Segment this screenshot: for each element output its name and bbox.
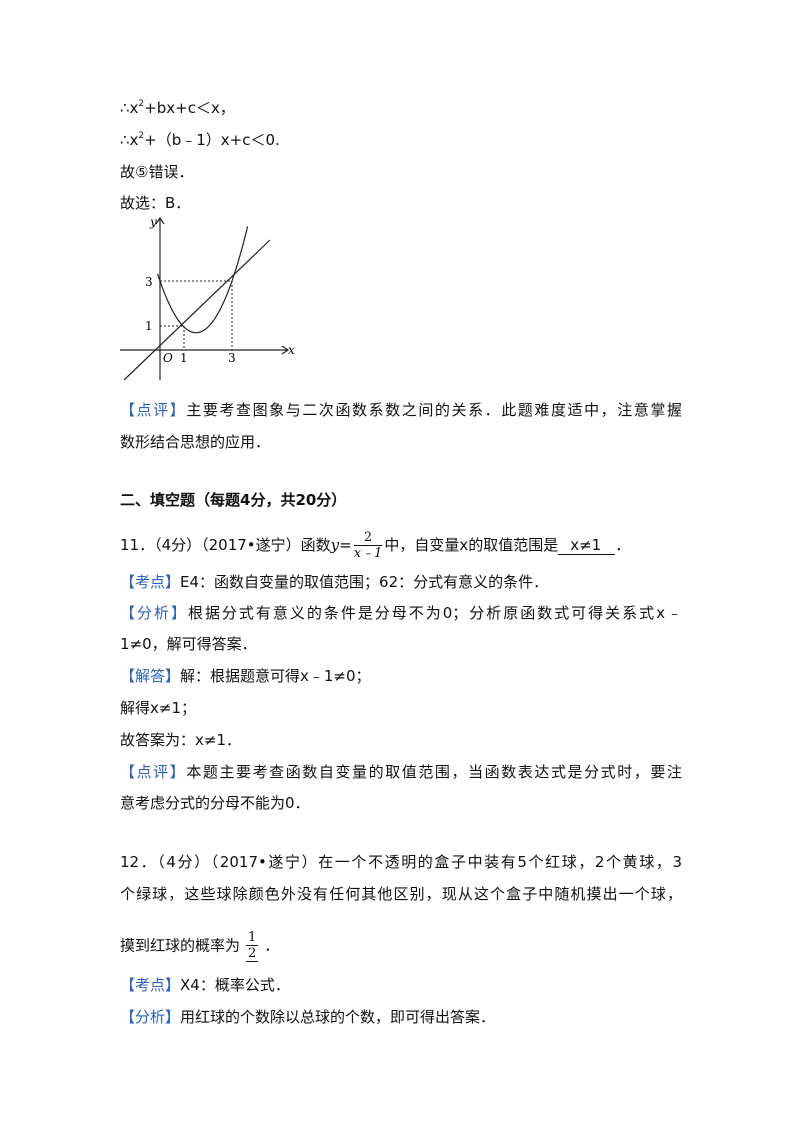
text-line: ∴x2+bx+c＜x， [120, 98, 235, 118]
text: ∴x [120, 131, 139, 149]
tick-label: 3 [228, 351, 236, 365]
text-line: 【分析】根据分式有意义的条件是分母不为0；分析原函数式可得关系式x﹣ [120, 603, 682, 623]
axis-label: y [149, 215, 157, 229]
superscript: 2 [138, 131, 145, 141]
text: E4：函数自变量的取值范围；62：分式有意义的条件． [180, 573, 549, 591]
text: +bx+c＜x， [144, 99, 235, 117]
answer-blank: x≠1 [558, 537, 616, 555]
text-line: 12．（4分）（2017•遂宁）在一个不透明的盒子中装有5个红球，2个黄球，3 [120, 853, 682, 871]
text: ∴x [120, 99, 139, 117]
text: 主要考查图象与二次函数系数之间的关系．此题难度适中，注意掌握 [186, 401, 682, 419]
tag: 【分析】 [120, 1008, 181, 1026]
question: 11．（4分）（2017•遂宁）函数y= 2 x﹣1 中，自变量x的取值范围是 x≠1 ． [120, 530, 630, 561]
math: = [339, 536, 352, 554]
text: +（b﹣1）x+c＜0. [144, 131, 280, 149]
text: 根据分式有意义的条件是分母不为0；分析原函数式可得关系式x﹣ [187, 604, 682, 622]
tick-label: 1 [180, 351, 188, 365]
numerator: 1 [246, 930, 259, 946]
graph-figure: y x 3 1 O 1 3 [120, 215, 295, 381]
text: 摸到红球的概率为 [120, 936, 241, 955]
numerator: 2 [353, 530, 383, 546]
text-line: 【点评】本题主要考查函数自变量的取值范围，当函数表达式是分式时，要注 [120, 762, 682, 782]
text: X4：概率公式． [180, 976, 290, 994]
text: ． [615, 536, 631, 554]
text: 用红球的个数除以总球的个数，即可得出答案． [180, 1008, 496, 1026]
text: 中，自变量x的取值范围是 [384, 536, 559, 554]
text-line: 【考点】X4：概率公式． [120, 975, 290, 995]
text: ． [264, 936, 280, 955]
text-line: ∴x2+（b﹣1）x+c＜0. [120, 130, 280, 150]
arrow [155, 216, 165, 225]
section-heading: 二、填空题（每题4分，共20分） [120, 491, 347, 509]
text-line: 故答案为：x≠1． [120, 731, 241, 749]
text-line: 故选：B． [120, 194, 191, 212]
origin-label: O [163, 351, 173, 365]
tick-label: 1 [145, 319, 153, 333]
text-line: 【分析】用红球的个数除以总球的个数，即可得出答案． [120, 1007, 495, 1027]
text-line: 数形结合思想的应用． [120, 433, 271, 451]
line-graph [123, 239, 271, 381]
denominator: x﹣1 [353, 546, 383, 561]
tick-label: 3 [145, 275, 153, 289]
tag: 【点评】 [120, 763, 187, 781]
text-line: 摸到红球的概率为 1 2 ． [120, 930, 279, 962]
denominator: 2 [246, 946, 259, 962]
text: 本题主要考查函数自变量的取值范围，当函数表达式是分式时，要注 [186, 763, 682, 781]
fraction: 2 x﹣1 [353, 530, 383, 561]
tag: 【考点】 [120, 573, 181, 591]
tag: 【点评】 [120, 401, 187, 419]
text-line: 【考点】E4：函数自变量的取值范围；62：分式有意义的条件． [120, 572, 548, 592]
text-line: 个绿球，这些球除颜色外没有任何其他区别，现从这个盒子中随机摸出一个球， [120, 885, 682, 903]
axis-label: x [288, 343, 295, 357]
math: y [330, 536, 340, 554]
tag: 【解答】 [120, 667, 181, 685]
text-line: 故⑤错误． [120, 163, 194, 181]
text-line: 【点评】主要考查图象与二次函数系数之间的关系．此题难度适中，注意掌握 [120, 400, 682, 420]
text-line: 1≠0，解可得答案． [120, 635, 257, 653]
text-line: 【解答】解：根据题意可得x﹣1≠0； [120, 666, 371, 686]
text: 解：根据题意可得x﹣1≠0； [180, 667, 371, 685]
tag: 【分析】 [120, 604, 188, 622]
tag: 【考点】 [120, 976, 181, 994]
text: 11．（4分）（2017•遂宁）函数 [120, 536, 331, 554]
text-line: 解得x≠1； [120, 699, 196, 717]
superscript: 2 [138, 99, 145, 109]
arrow [281, 345, 290, 355]
parabola [157, 226, 249, 334]
text-line: 意考虑分式的分母不能为0． [120, 794, 310, 812]
